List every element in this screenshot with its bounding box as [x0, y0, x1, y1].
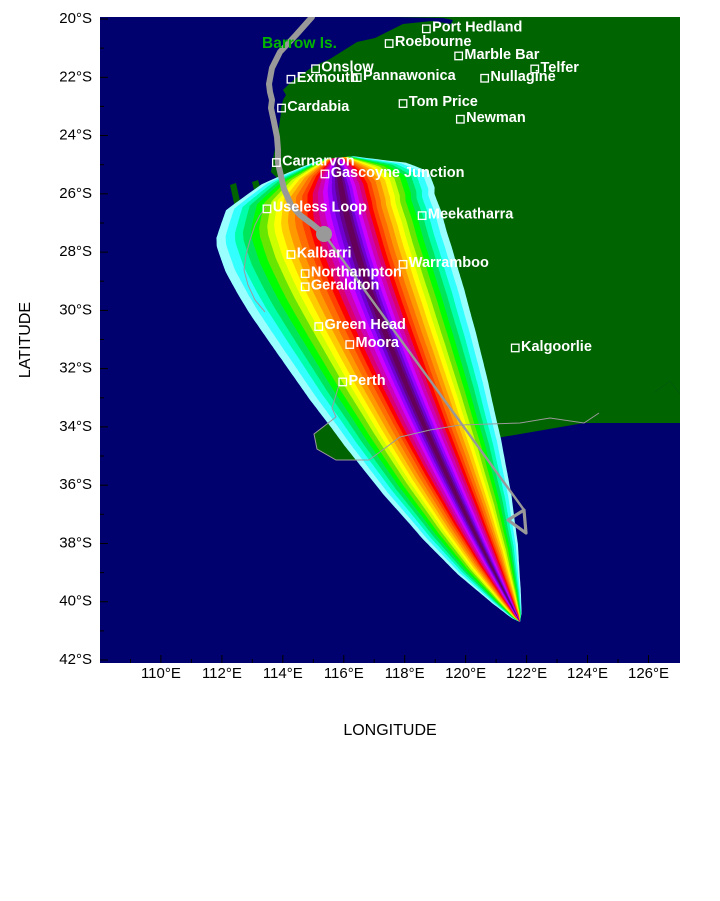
svg-text:30°S: 30°S — [59, 301, 92, 318]
svg-text:120°E: 120°E — [445, 665, 486, 682]
svg-text:Perth: Perth — [349, 373, 386, 389]
svg-text:20°S: 20°S — [59, 10, 92, 27]
svg-text:Moora: Moora — [356, 335, 400, 351]
svg-text:36°S: 36°S — [59, 476, 92, 493]
svg-text:34°S: 34°S — [59, 418, 92, 435]
svg-text:32°S: 32°S — [59, 360, 92, 377]
svg-text:Barrow Is.: Barrow Is. — [262, 35, 337, 52]
svg-text:26°S: 26°S — [59, 185, 92, 202]
svg-text:Pannawonica: Pannawonica — [363, 68, 457, 84]
svg-text:114°E: 114°E — [263, 665, 303, 682]
svg-text:Tom Price: Tom Price — [409, 94, 478, 110]
svg-text:Meekatharra: Meekatharra — [428, 206, 514, 222]
svg-text:Kalbarri: Kalbarri — [297, 245, 352, 261]
svg-text:122°E: 122°E — [506, 665, 547, 682]
svg-text:Port Hedland: Port Hedland — [432, 20, 522, 36]
svg-text:28°S: 28°S — [59, 243, 92, 260]
svg-text:118°E: 118°E — [385, 665, 425, 682]
svg-text:22°S: 22°S — [59, 68, 92, 85]
svg-text:Geraldton: Geraldton — [311, 278, 379, 294]
svg-text:Kalgoorlie: Kalgoorlie — [521, 339, 592, 355]
svg-text:38°S: 38°S — [59, 535, 92, 552]
svg-text:Roebourne: Roebourne — [395, 34, 472, 50]
svg-text:112°E: 112°E — [202, 665, 242, 682]
svg-text:126°E: 126°E — [628, 665, 669, 682]
svg-text:Cardabia: Cardabia — [287, 99, 350, 115]
svg-text:Exmouth: Exmouth — [297, 70, 359, 86]
svg-text:Nullagine: Nullagine — [490, 69, 555, 85]
svg-text:LATITUDE: LATITUDE — [17, 302, 34, 378]
svg-text:42°S: 42°S — [59, 651, 92, 668]
svg-text:24°S: 24°S — [59, 127, 92, 144]
svg-text:Marble Bar: Marble Bar — [464, 47, 539, 63]
svg-text:Green Head: Green Head — [325, 317, 406, 333]
svg-text:40°S: 40°S — [59, 593, 92, 610]
svg-text:Warramboo: Warramboo — [409, 255, 489, 271]
svg-text:Gascoyne Junction: Gascoyne Junction — [331, 165, 465, 181]
svg-text:110°E: 110°E — [141, 665, 181, 682]
svg-text:Useless Loop: Useless Loop — [273, 200, 367, 216]
svg-text:116°E: 116°E — [324, 665, 364, 682]
svg-text:Newman: Newman — [466, 110, 526, 126]
svg-text:124°E: 124°E — [567, 665, 608, 682]
svg-text:LONGITUDE: LONGITUDE — [343, 722, 436, 739]
